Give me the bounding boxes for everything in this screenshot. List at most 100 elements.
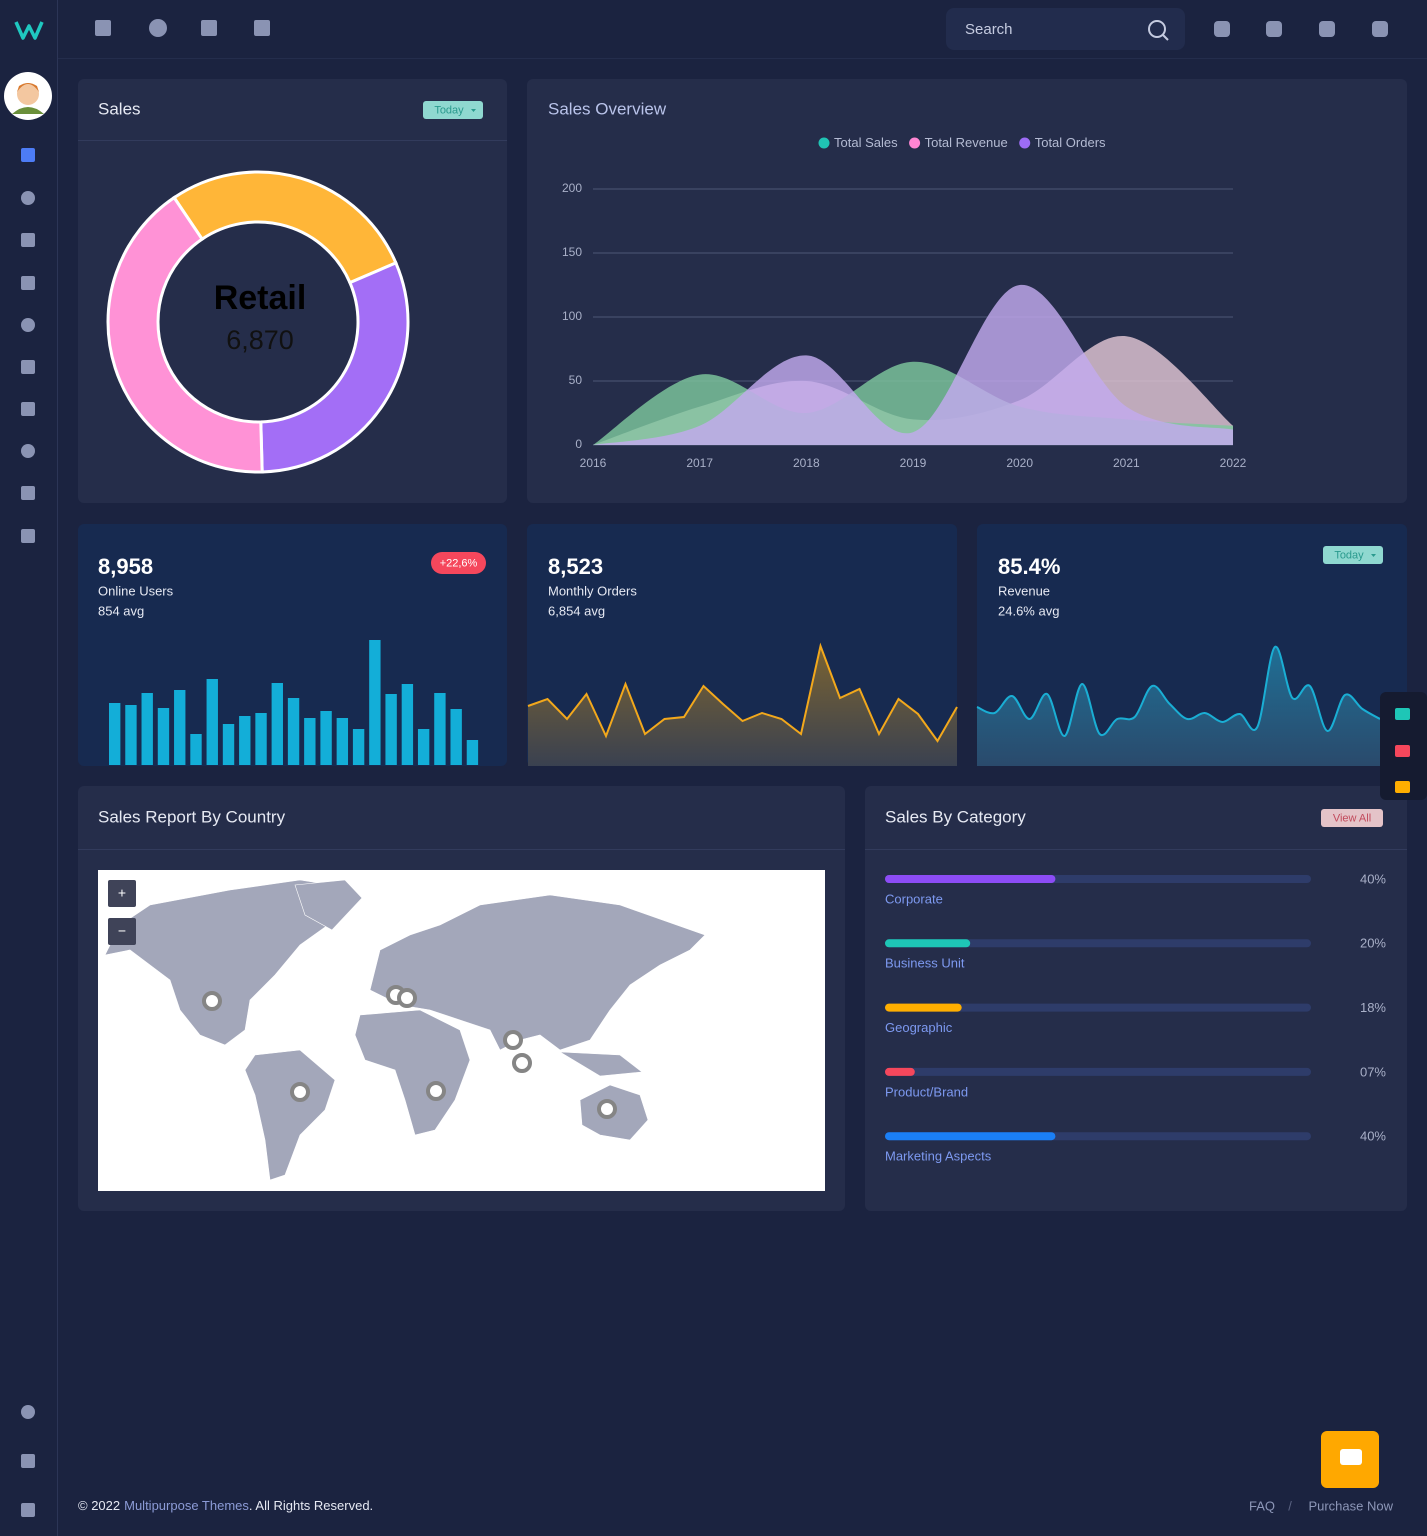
- topbar-icon[interactable]: [201, 20, 217, 36]
- sidebar-icon[interactable]: [21, 360, 35, 374]
- topbar-icon[interactable]: [1266, 21, 1282, 37]
- progress-bar: [885, 1132, 1056, 1141]
- footer-link[interactable]: Purchase Now: [1308, 1498, 1393, 1513]
- side-tab-icon[interactable]: [1395, 781, 1410, 793]
- value-label: 07%: [1360, 1064, 1386, 1079]
- x-tick-label: 2019: [900, 456, 927, 470]
- topbar-icon[interactable]: [254, 20, 270, 36]
- legend-label: Total Sales: [834, 135, 898, 150]
- y-tick-label: 50: [569, 373, 583, 387]
- side-tab-icon[interactable]: [1395, 708, 1410, 720]
- map-land: [559, 1051, 643, 1077]
- bar: [206, 679, 218, 765]
- footer-link[interactable]: FAQ: [1249, 1498, 1275, 1513]
- card-title: Sales By Category: [885, 807, 1026, 826]
- value-label: 20%: [1360, 936, 1386, 951]
- y-tick-label: 200: [562, 181, 582, 195]
- card-title: Sales Overview: [548, 99, 667, 118]
- footer-brand[interactable]: Multipurpose Themes: [124, 1498, 249, 1513]
- chat-icon: [1340, 1449, 1362, 1465]
- sidebar-icon[interactable]: [21, 1454, 35, 1468]
- donut-label: Retail: [214, 279, 307, 317]
- bar: [417, 729, 430, 765]
- badge[interactable]: [1323, 546, 1383, 564]
- sidebar-icon[interactable]: [21, 276, 35, 290]
- topbar-icon[interactable]: [1372, 21, 1388, 37]
- badge-text: Today: [1334, 549, 1364, 561]
- badge-text: View All: [1333, 812, 1371, 824]
- sidebar-icon[interactable]: [21, 318, 35, 332]
- x-tick-label: 2018: [793, 456, 820, 470]
- bar: [157, 708, 170, 765]
- stat-label: Monthly Orders: [548, 583, 637, 598]
- line-area: [977, 646, 1380, 766]
- sidebar-icon[interactable]: [21, 1503, 35, 1517]
- map-marker[interactable]: [426, 1081, 446, 1101]
- map-marker[interactable]: [290, 1082, 310, 1102]
- card-title: Sales: [98, 99, 141, 118]
- topbar-icon[interactable]: [149, 19, 167, 37]
- search-box[interactable]: [946, 8, 1185, 50]
- sidebar-icon[interactable]: [21, 486, 35, 500]
- map-marker[interactable]: [503, 1030, 523, 1050]
- card: [865, 786, 1407, 1211]
- sidebar-icon[interactable]: [21, 444, 35, 458]
- zoom-in[interactable]: +: [118, 885, 126, 901]
- card-title: Sales Report By Country: [98, 807, 286, 826]
- map-land: [244, 1049, 336, 1181]
- topbar-icon[interactable]: [95, 20, 111, 36]
- bar: [352, 729, 365, 765]
- map-marker[interactable]: [512, 1053, 532, 1073]
- badge[interactable]: [1321, 809, 1383, 827]
- x-tick-label: 2020: [1006, 456, 1033, 470]
- line: [527, 642, 958, 743]
- progress-bar: [885, 939, 971, 948]
- badge[interactable]: [423, 101, 483, 119]
- sidebar-icon[interactable]: [21, 529, 35, 543]
- map-marker[interactable]: [202, 991, 222, 1011]
- value-label: 40%: [1360, 871, 1386, 886]
- avatar-hair: [17, 83, 39, 92]
- x-tick-label: 2021: [1113, 456, 1140, 470]
- sidebar-icon[interactable]: [21, 1405, 35, 1419]
- zoom-button[interactable]: [108, 918, 136, 945]
- topbar-icon[interactable]: [1214, 21, 1230, 37]
- map-marker[interactable]: [597, 1099, 617, 1119]
- y-tick-label: 100: [562, 309, 582, 323]
- x-tick-label: 2022: [1220, 456, 1247, 470]
- category-label: Marketing Aspects: [885, 1149, 992, 1164]
- topbar-icon[interactable]: [1319, 21, 1335, 37]
- sidebar-icon[interactable]: [21, 402, 35, 416]
- stat-value: 8,523: [548, 554, 603, 579]
- progress-track: [885, 939, 1311, 948]
- footer-copyright: © 2022 Multipurpose Themes. All Rights Re…: [78, 1498, 373, 1513]
- bar: [174, 690, 186, 765]
- search-icon-handle: [1162, 34, 1169, 41]
- donut-value: 6,870: [226, 325, 294, 355]
- side-tab-icon[interactable]: [1395, 745, 1410, 757]
- footer-separator: /: [1288, 1498, 1292, 1513]
- sidebar-icon[interactable]: [21, 191, 35, 205]
- sidebar-icon[interactable]: [21, 233, 35, 247]
- bar: [450, 709, 462, 765]
- avatar-body: [12, 107, 44, 114]
- bar: [336, 718, 349, 765]
- map-marker[interactable]: [397, 988, 417, 1008]
- footer-rights: . All Rights Reserved.: [249, 1498, 373, 1513]
- stat-value: 8,958: [98, 554, 153, 579]
- stat-value: 85.4%: [998, 554, 1060, 579]
- category-label: Geographic: [885, 1020, 953, 1035]
- bar: [141, 693, 153, 765]
- logo: [14, 21, 44, 40]
- search-icon: [1148, 20, 1166, 38]
- zoom-out[interactable]: −: [118, 923, 126, 939]
- legend-dot: [818, 137, 830, 149]
- progress-track: [885, 1067, 1311, 1076]
- line: [976, 645, 1381, 738]
- badge-caret: [1371, 554, 1376, 557]
- zoom-button[interactable]: [108, 880, 136, 907]
- value-label: 18%: [1360, 1000, 1386, 1015]
- sidebar-icon[interactable]: [21, 148, 35, 162]
- x-tick-label: 2017: [686, 456, 713, 470]
